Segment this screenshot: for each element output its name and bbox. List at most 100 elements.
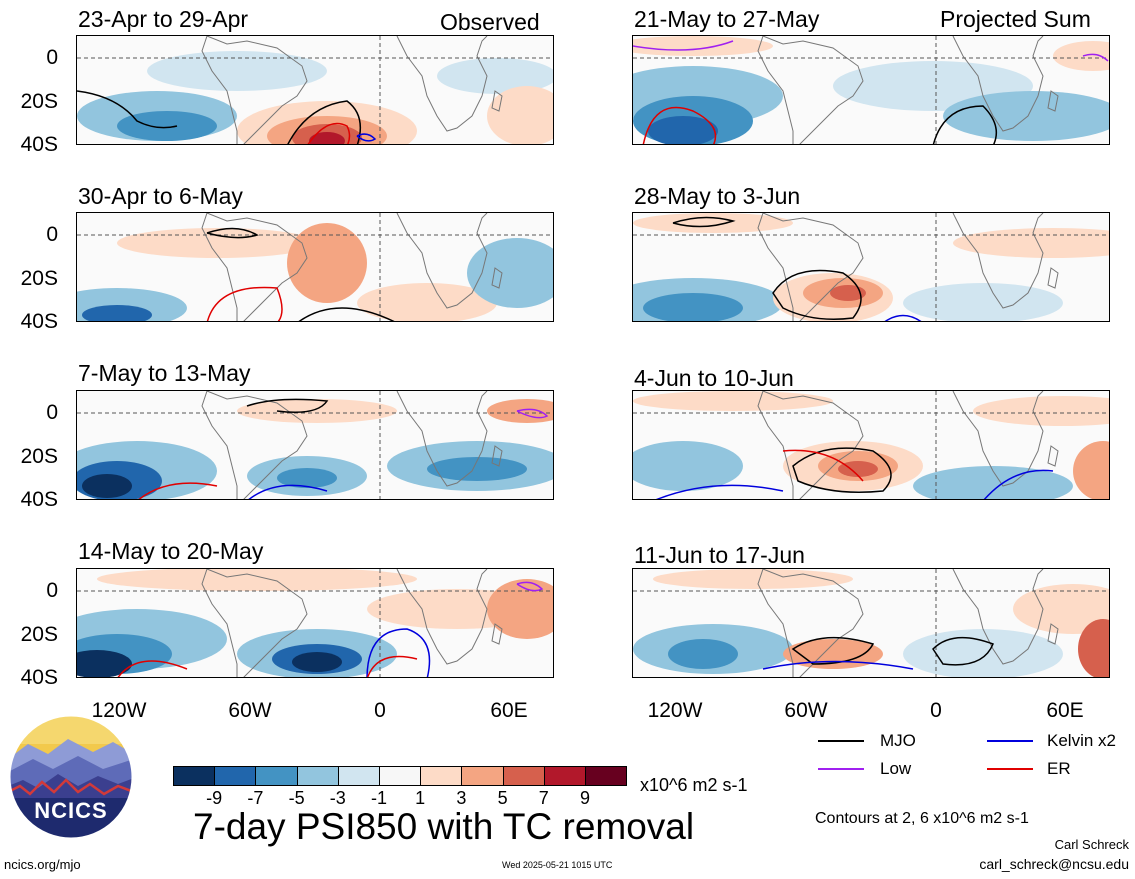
anomaly-shading [427, 457, 527, 481]
anomaly-shading [1073, 441, 1109, 499]
panel-1-title: 23-Apr to 29-Apr [78, 6, 249, 32]
anomaly-shading [668, 639, 738, 669]
anomaly-shading [467, 238, 553, 308]
lon-label-60w: 60W [784, 699, 828, 722]
lon-label-120w: 120W [647, 699, 703, 722]
map-panel-4 [76, 568, 554, 678]
anomaly-shading [838, 461, 878, 477]
panel-3-title: 7-May to 13-May [78, 360, 251, 386]
colorbar-swatch [255, 766, 298, 786]
lat-label-0: 0 [46, 401, 58, 424]
anomaly-shading [643, 293, 743, 321]
anomaly-shading [437, 58, 553, 94]
panel-1-label: Observed [440, 9, 540, 35]
lon-label-120w: 120W [91, 699, 147, 722]
ncics-logo: NCICS [8, 714, 134, 840]
anomaly-shading [77, 650, 132, 677]
colorbar-tick-label: 5 [497, 788, 508, 808]
map-panel-1 [76, 35, 554, 145]
anomaly-shading [973, 396, 1109, 426]
wave-contour [287, 100, 362, 144]
wave-contour [633, 40, 734, 51]
colorbar-swatch [337, 766, 380, 786]
map-panel-8 [632, 568, 1110, 678]
lon-label-60w: 60W [228, 699, 272, 722]
wave-contour [884, 314, 922, 321]
colorbar-swatch [379, 766, 422, 786]
colorbar-tick-label: -3 [329, 788, 346, 808]
lat-label-20s: 20S [20, 623, 58, 646]
anomaly-shading [633, 391, 833, 411]
panel-5-label: Projected Sum [940, 6, 1091, 32]
lat-label-20s: 20S [20, 90, 58, 113]
colorbar-swatch [543, 766, 586, 786]
anomaly-shading [309, 132, 345, 144]
colorbar-tick-label: 7 [538, 788, 549, 808]
legend-label-kelvin: Kelvin x2 [1047, 731, 1116, 750]
anomaly-shading [953, 228, 1109, 258]
lat-label-20s: 20S [20, 267, 58, 290]
panel-4-title: 14-May to 20-May [78, 538, 264, 564]
wave-contour [117, 660, 188, 677]
legend-label-er: ER [1047, 759, 1071, 778]
wave-contour [366, 628, 431, 677]
colorbar-units: x10^6 m2 s-1 [640, 775, 748, 795]
wave-contour [932, 636, 994, 666]
wave-contour [367, 655, 418, 677]
footer-author: Carl Schreck [1054, 837, 1129, 852]
wave-contour [246, 398, 329, 413]
lon-label-60e: 60E [1046, 699, 1084, 722]
colorbar-tick-label: 9 [579, 788, 590, 808]
colorbar-swatch [461, 766, 504, 786]
anomaly-shading [633, 36, 773, 56]
wave-contour [356, 133, 377, 142]
legend-label-mjo: MJO [880, 731, 916, 750]
wave-contour [516, 581, 544, 592]
anomaly-shading [357, 283, 497, 321]
map-panel-3 [76, 390, 554, 500]
anomaly-shading [903, 629, 1063, 677]
wave-contour [762, 660, 914, 670]
panel-6-title: 28-May to 3-Jun [634, 183, 801, 209]
footer-url: ncics.org/mjo [4, 857, 81, 872]
anomaly-shading [487, 579, 553, 639]
footer-email: carl_schreck@ncsu.edu [979, 856, 1129, 872]
colorbar-swatch [420, 766, 463, 786]
lat-label-40s: 40S [20, 310, 58, 333]
wave-contour [791, 636, 875, 665]
anomaly-shading [648, 116, 718, 144]
lat-label-40s: 40S [20, 666, 58, 689]
legend-line-er [987, 768, 1033, 770]
wave-contour [656, 484, 784, 499]
legend-label-low: Low [880, 759, 912, 778]
colorbar-tick-label: -7 [247, 788, 264, 808]
wave-contour [298, 307, 395, 321]
map-panel-6 [632, 212, 1110, 322]
wave-contour [983, 469, 1054, 499]
colorbar-tick-label: -9 [206, 788, 223, 808]
panel-7-title: 4-Jun to 10-Jun [634, 365, 794, 391]
wave-contour [77, 90, 178, 129]
lon-label-0: 0 [374, 699, 386, 722]
anomaly-shading [1053, 41, 1109, 71]
colorbar-swatch [585, 766, 628, 786]
anomaly-shading [292, 652, 342, 672]
wave-contour [782, 449, 864, 482]
colorbar-swatch [502, 766, 545, 786]
anomaly-shading [237, 399, 397, 423]
wave-contour [932, 105, 998, 144]
panel-2-title: 30-Apr to 6-May [78, 183, 243, 209]
lat-label-40s: 40S [20, 488, 58, 511]
anomaly-shading [830, 285, 866, 301]
footer-timestamp: Wed 2025-05-21 1015 UTC [502, 860, 613, 870]
wave-contour [206, 227, 259, 239]
logo-text: NCICS [34, 798, 108, 823]
anomaly-shading [903, 283, 1063, 321]
anomaly-shading [287, 223, 367, 303]
lat-label-0: 0 [46, 46, 58, 69]
wave-contour [772, 269, 862, 320]
anomaly-shading [633, 213, 793, 233]
wave-contour [1082, 53, 1109, 62]
anomaly-shading [97, 569, 417, 591]
wave-contour [307, 122, 351, 144]
